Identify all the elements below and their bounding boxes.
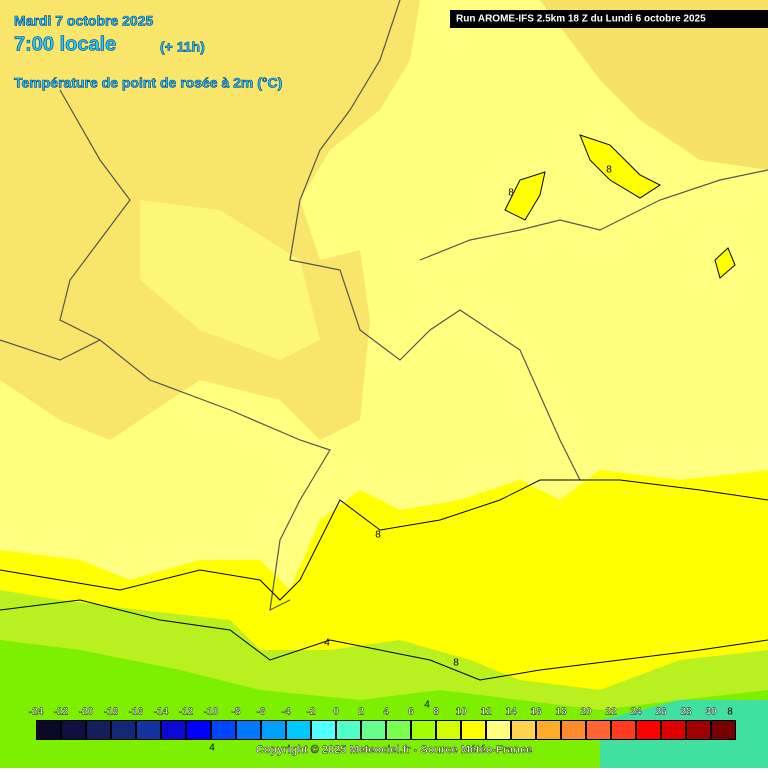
- legend-swatch: [462, 721, 485, 739]
- time: 7:00 locale: [14, 33, 116, 55]
- copyright: Copyright © 2025 Meteociel.fr - Source M…: [256, 744, 532, 756]
- legend-label: 4: [383, 707, 389, 718]
- legend-label: 26: [655, 707, 667, 718]
- contour-label: 8: [375, 530, 381, 541]
- zone-pale: [140, 200, 320, 360]
- zone-yellow-patch: [579, 134, 662, 199]
- legend-swatch: [87, 721, 110, 739]
- legend-label: 10: [455, 707, 467, 718]
- contour: [0, 479, 768, 601]
- run-info: Run AROME-IFS 2.5km 18 Z du Lundi 6 octo…: [456, 14, 706, 25]
- legend-swatch: [237, 721, 260, 739]
- lead: (+ 11h): [160, 39, 205, 55]
- legend-swatch: [262, 721, 285, 739]
- legend: -24 -22 -20 -18 -16 -14 -12 -10 -8 -6 -4 -2 0 2 4 6 8 10 1…: [29, 706, 735, 739]
- border: [59, 89, 131, 341]
- legend-swatch: [512, 721, 535, 739]
- contour-label: 8: [453, 658, 459, 669]
- date: Mardi 7 octobre 2025: [14, 13, 153, 29]
- legend-swatch: [287, 721, 310, 739]
- legend-label: -8: [232, 707, 241, 718]
- legend-frame: [36, 720, 736, 740]
- legend-swatch: [137, 721, 160, 739]
- legend-label: -10: [204, 707, 219, 718]
- run-box: [450, 10, 768, 28]
- legend-label: 0: [333, 707, 339, 718]
- legend-label: 20: [580, 707, 592, 718]
- contour-label: 4: [324, 638, 330, 649]
- legend-swatch: [662, 721, 685, 739]
- legend-swatch: [337, 721, 360, 739]
- legend-swatch: [562, 721, 585, 739]
- legend-swatch: [412, 721, 435, 739]
- legend-label: 30: [705, 707, 717, 718]
- legend-label: 22: [605, 707, 617, 718]
- contour-label: 8: [727, 707, 733, 718]
- legend-label: 24: [630, 707, 642, 718]
- legend-label: -16: [129, 707, 144, 718]
- border: [419, 169, 768, 261]
- legend-label: -18: [104, 707, 119, 718]
- legend-swatch: [162, 721, 185, 739]
- legend-label: -22: [54, 707, 69, 718]
- legend-label: 18: [555, 707, 567, 718]
- legend-swatch: [37, 721, 60, 739]
- contour-label: 4: [209, 743, 215, 754]
- contour-label: 8: [508, 188, 514, 199]
- legend-swatch: [62, 721, 85, 739]
- legend-swatch: [537, 721, 560, 739]
- legend-label: 12: [480, 707, 492, 718]
- contour: [0, 599, 768, 681]
- legend-label: 6: [408, 707, 414, 718]
- legend-label: 2: [358, 707, 364, 718]
- contour-label: 4: [424, 700, 430, 711]
- border: [289, 0, 581, 481]
- zone-orange-ne: [540, 0, 768, 170]
- legend-swatch: [437, 721, 460, 739]
- legend-label: -12: [179, 707, 194, 718]
- legend-label: -24: [29, 707, 44, 718]
- legend-swatch: [387, 721, 410, 739]
- legend-label: -4: [282, 707, 291, 718]
- legend-swatch: [637, 721, 660, 739]
- legend-swatch: [687, 721, 710, 739]
- contour-label: 8: [606, 165, 612, 176]
- legend-swatch: [712, 721, 735, 739]
- legend-label: 8: [433, 707, 439, 718]
- legend-swatch: [362, 721, 385, 739]
- legend-swatch: [112, 721, 135, 739]
- legend-swatch: [187, 721, 210, 739]
- legend-label: 28: [680, 707, 692, 718]
- border: [0, 339, 331, 612]
- legend-label: -14: [154, 707, 169, 718]
- legend-swatch: [587, 721, 610, 739]
- legend-label: -6: [257, 707, 266, 718]
- legend-swatch: [487, 721, 510, 739]
- legend-label: -20: [79, 707, 94, 718]
- legend-swatch: [212, 721, 235, 739]
- legend-label: 16: [530, 707, 542, 718]
- legend-label: 14: [505, 707, 517, 718]
- zone-yellow-patch: [714, 247, 736, 279]
- legend-swatch: [612, 721, 635, 739]
- legend-label: -2: [307, 707, 316, 718]
- legend-swatch: [312, 721, 335, 739]
- variable: Température de point de rosée à 2m (°C): [14, 75, 282, 91]
- zone-yellow-patch: [504, 171, 546, 221]
